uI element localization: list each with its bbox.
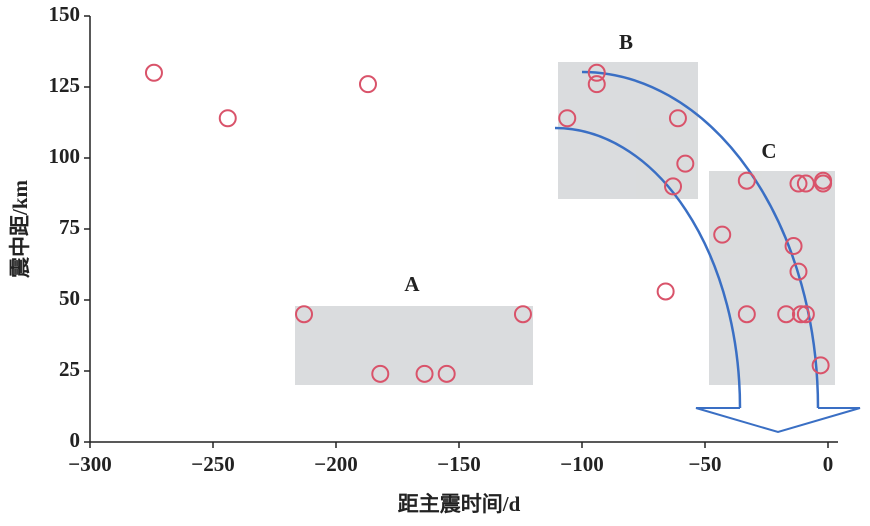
point [784, 237, 803, 256]
point [371, 364, 390, 383]
point [789, 262, 808, 281]
y-tick-label: 0 [70, 428, 81, 452]
region-a [295, 306, 533, 385]
inner-arc [554, 126, 742, 409]
outer-arc [581, 70, 820, 409]
point [737, 305, 756, 324]
x-tick-label: 0 [823, 452, 834, 476]
point [218, 109, 237, 128]
point [664, 177, 683, 196]
point [668, 109, 687, 128]
y-tick-label: 125 [49, 73, 81, 97]
point [587, 63, 606, 82]
y-tick-label: 50 [59, 286, 80, 310]
point [676, 154, 695, 173]
x-tick-label: −50 [689, 452, 722, 476]
point [437, 364, 456, 383]
point [811, 356, 830, 375]
x-tick-label: −300 [68, 452, 111, 476]
y-tick-label: 100 [49, 144, 81, 168]
y-tick-label: 150 [49, 2, 81, 26]
point [415, 364, 434, 383]
point [358, 75, 377, 94]
point [737, 171, 756, 190]
point [814, 174, 833, 193]
point [587, 75, 606, 94]
y-tick-label: 75 [59, 215, 80, 239]
x-tick-label: −150 [437, 452, 480, 476]
x-tick-label: −250 [191, 452, 234, 476]
point [144, 63, 163, 82]
x-tick-label: −200 [314, 452, 357, 476]
point [558, 109, 577, 128]
x-axis-label: 距主震时间/d [398, 492, 521, 516]
point [713, 225, 732, 244]
point [513, 305, 532, 324]
point [295, 305, 314, 324]
annotation: A [404, 272, 420, 296]
point [796, 305, 815, 324]
point [791, 305, 810, 324]
point [789, 174, 808, 193]
migration-arrow [554, 70, 861, 434]
point [656, 282, 675, 301]
y-tick-label: 25 [59, 357, 80, 381]
point [796, 174, 815, 193]
arrow-head [695, 407, 861, 434]
x-tick-label: −100 [560, 452, 603, 476]
y-axis-label: 震中距/km [8, 179, 32, 278]
point [777, 305, 796, 324]
annotation: B [619, 30, 633, 54]
annotation: C [761, 139, 776, 163]
